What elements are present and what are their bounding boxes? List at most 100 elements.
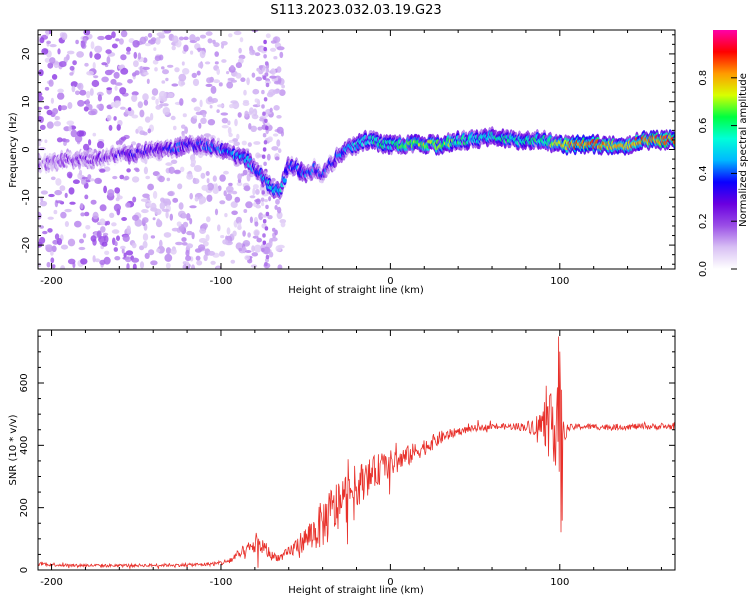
heatmap-cell [252,235,259,239]
heatmap-cell [167,64,174,68]
heatmap-cell [152,190,158,199]
y-tick-label: 400 [19,436,30,455]
heatmap-cell [243,89,247,96]
heatmap-cell [38,138,43,143]
heatmap-cell [256,237,263,243]
heatmap-cell [42,230,48,235]
heatmap-cell [181,213,187,219]
heatmap-cell [76,51,84,58]
heatmap-cell [250,264,258,268]
heatmap-cell [180,166,185,172]
heatmap-cell [246,77,250,86]
heatmap-cell [181,242,188,246]
heatmap-cell [92,61,96,70]
heatmap-cell [94,177,102,184]
heatmap-cell [131,176,140,183]
spectrogram-heatmap [38,30,675,269]
heatmap-cell [227,126,232,135]
heatmap-cell [121,247,125,254]
heatmap-cell [96,104,101,109]
heatmap-cell [53,121,62,127]
heatmap-cell [192,178,200,185]
heatmap-cell [94,258,101,263]
heatmap-cell [204,61,211,65]
heatmap-cell [167,92,174,98]
heatmap-cell [137,126,143,132]
heatmap-cell [110,78,117,85]
heatmap-cell [69,201,76,205]
heatmap-cell [264,226,269,231]
heatmap-cell [131,242,137,249]
spectrogram-y-axis-label: Frequency (Hz) [8,112,19,188]
snr-x-axis-label: Height of straight line (km) [288,585,424,596]
heatmap-cell [248,123,252,130]
heatmap-cell [61,32,68,41]
heatmap-cell [209,104,213,109]
heatmap-cell [199,50,206,59]
heatmap-cell [119,174,125,180]
heatmap-cell [165,247,172,255]
x-tick-label: 0 [387,276,393,287]
heatmap-cell [122,234,130,242]
heatmap-cell [115,197,120,202]
x-tick-label: -100 [210,276,233,287]
heatmap-cell [261,190,266,195]
heatmap-cell [64,139,70,143]
heatmap-cell [150,235,156,239]
heatmap-cell [245,201,253,209]
heatmap-cell [45,244,53,248]
heatmap-cell [46,109,53,116]
heatmap-cell [214,208,219,216]
heatmap-cell [230,201,238,209]
heatmap-cell [54,233,60,240]
heatmap-cell [240,77,246,82]
heatmap-cell [270,68,277,75]
heatmap-cell [206,77,213,84]
heatmap-cell [105,49,112,54]
heatmap-cell [186,213,191,221]
heatmap-cell [182,68,190,75]
heatmap-cell [132,40,140,48]
heatmap-cell [51,245,57,253]
heatmap-cell [222,239,229,245]
heatmap-cell [57,48,61,55]
heatmap-cell [116,124,121,131]
heatmap-cell [38,69,44,77]
heatmap-cell [228,182,233,187]
heatmap-cell [213,42,220,48]
heatmap-cell [219,200,226,205]
heatmap-cell [255,198,261,205]
heatmap-cell [143,166,148,175]
heatmap-cell [190,264,196,269]
heatmap-cell [74,134,83,143]
heatmap-cell [108,69,115,74]
heatmap-cell [43,105,50,110]
heatmap-cell [230,100,238,104]
heatmap-cell [47,62,54,69]
heatmap-cell [184,126,189,134]
snr-y-axis-label: SNR (10 * v/v) [8,414,19,485]
heatmap-cell [226,81,234,89]
heatmap-cell [143,72,149,76]
heatmap-cell [225,185,234,193]
heatmap-cell [261,201,265,207]
heatmap-cell [92,211,99,220]
x-tick-label: -200 [40,276,63,287]
heatmap-cell [261,104,265,109]
heatmap-cell [244,110,249,118]
heatmap-cell [158,175,165,183]
heatmap-cell [191,97,197,103]
heatmap-cell [55,200,63,204]
heatmap-cell [142,233,149,241]
heatmap-cell [56,137,63,143]
heatmap-cell [125,250,134,256]
heatmap-cell [258,70,264,75]
heatmap-cell [221,125,229,129]
heatmap-cell [152,217,156,221]
heatmap-cell [173,169,181,174]
heatmap-cell [39,236,46,244]
heatmap-cell [189,205,197,209]
heatmap-cell [276,139,281,147]
heatmap-cell [97,35,105,41]
